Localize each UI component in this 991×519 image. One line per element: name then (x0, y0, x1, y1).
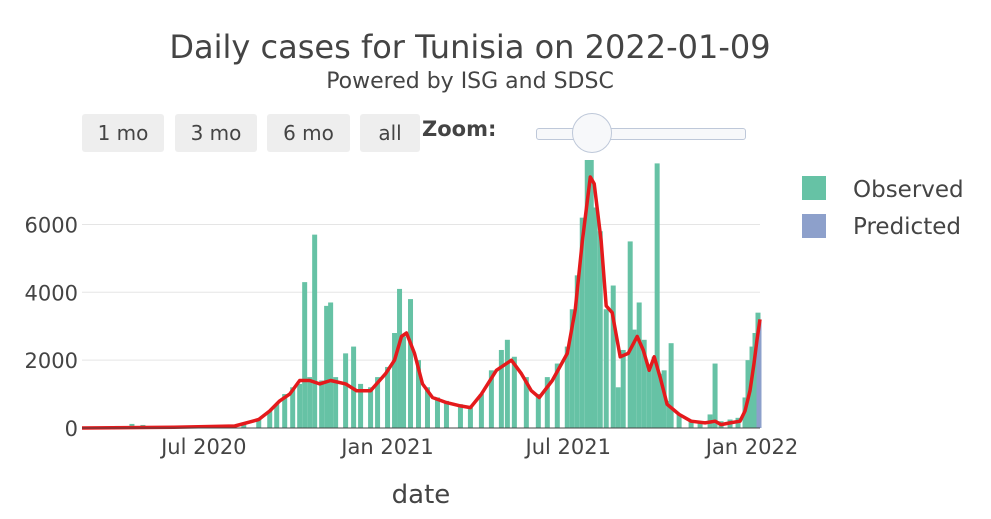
observed-bar[interactable] (358, 383, 364, 428)
observed-bar[interactable] (282, 394, 288, 428)
predicted-bar[interactable] (758, 319, 762, 428)
legend-swatch-predicted[interactable] (802, 214, 826, 238)
observed-bar[interactable] (297, 383, 303, 428)
observed-bar[interactable] (651, 356, 657, 428)
observed-bar[interactable] (457, 404, 463, 428)
observed-bar[interactable] (615, 387, 621, 428)
range-button-3-months[interactable]: 3 mo (175, 114, 257, 152)
chart-title: Daily cases for Tunisia on 2022-01-09 (169, 28, 770, 66)
range-button-1-month[interactable]: 1 mo (82, 114, 164, 152)
observed-bar[interactable] (274, 404, 280, 428)
observed-bar[interactable] (627, 241, 633, 428)
observed-bar[interactable] (646, 366, 652, 428)
observed-bar[interactable] (588, 160, 594, 428)
observed-bar[interactable] (343, 353, 349, 428)
observed-bar[interactable] (488, 370, 494, 428)
observed-bar[interactable] (668, 343, 674, 428)
observed-bar[interactable] (478, 394, 484, 428)
zoom-label: Zoom: (422, 117, 497, 141)
observed-bar[interactable] (267, 411, 273, 428)
observed-bar[interactable] (312, 234, 318, 428)
observed-bar[interactable] (467, 407, 473, 428)
observed-bar[interactable] (302, 282, 308, 428)
observed-bar[interactable] (328, 302, 334, 428)
observed-bar[interactable] (443, 400, 449, 428)
observed-bar[interactable] (569, 309, 575, 428)
observed-bar[interactable] (333, 377, 339, 428)
observed-bar[interactable] (631, 329, 637, 428)
observed-bar[interactable] (241, 422, 247, 428)
observed-bar[interactable] (620, 349, 626, 428)
observed-bar[interactable] (584, 160, 590, 428)
legend-label-observed[interactable]: Observed (853, 177, 964, 203)
observed-bar[interactable] (434, 397, 440, 428)
observed-bar[interactable] (688, 421, 694, 428)
observed-bar[interactable] (579, 217, 585, 428)
legend[interactable]: Observed Predicted (802, 176, 964, 240)
observed-bar[interactable] (397, 288, 403, 428)
observed-bar[interactable] (657, 373, 663, 428)
observed-bar[interactable] (697, 422, 703, 428)
observed-bar[interactable] (544, 377, 550, 428)
y-tick-label: 6000 (25, 213, 78, 237)
observed-bar[interactable] (416, 360, 422, 428)
observed-bar[interactable] (307, 377, 313, 428)
range-button-6-months[interactable]: 6 mo (267, 114, 350, 152)
chart-subtitle: Powered by ISG and SDSC (326, 69, 614, 94)
observed-bar[interactable] (641, 339, 647, 428)
observed-bar[interactable] (610, 285, 616, 428)
observed-bar[interactable] (498, 349, 504, 428)
x-tick-label: Jan 2022 (704, 435, 799, 459)
observed-bar[interactable] (597, 231, 603, 428)
x-axis-label: date (392, 480, 451, 510)
observed-bar[interactable] (319, 380, 325, 428)
zoom-slider-track[interactable] (536, 128, 746, 140)
observed-bar[interactable] (752, 333, 758, 428)
observed-bar[interactable] (676, 414, 682, 428)
line-layer (81, 175, 762, 430)
y-tick-label: 4000 (25, 281, 78, 305)
trend-line[interactable] (81, 175, 762, 430)
observed-bar[interactable] (564, 346, 570, 428)
observed-bar[interactable] (603, 309, 609, 428)
x-tick-label: Jul 2020 (159, 435, 246, 459)
zoom-slider-handle[interactable] (572, 113, 612, 153)
observed-bar[interactable] (535, 394, 541, 428)
x-tick-label: Jul 2021 (524, 435, 611, 459)
observed-bar[interactable] (712, 363, 718, 428)
observed-bar[interactable] (574, 275, 580, 428)
range-button-all[interactable]: all (360, 114, 420, 152)
observed-bar[interactable] (636, 302, 642, 428)
observed-bar[interactable] (290, 387, 296, 428)
observed-bar[interactable] (385, 366, 391, 428)
observed-bar[interactable] (424, 387, 430, 428)
observed-bar[interactable] (324, 305, 330, 428)
y-tick-label: 2000 (25, 349, 78, 373)
observed-bar[interactable] (504, 339, 510, 428)
observed-bar[interactable] (368, 387, 374, 428)
observed-bar[interactable] (511, 356, 517, 428)
observed-bar[interactable] (554, 363, 560, 428)
legend-label-predicted[interactable]: Predicted (853, 214, 961, 240)
observed-bar[interactable] (375, 377, 381, 428)
observed-bar[interactable] (256, 419, 262, 428)
observed-bar[interactable] (523, 377, 529, 428)
observed-bar[interactable] (592, 207, 598, 428)
x-tick-label: Jan 2021 (339, 435, 434, 459)
observed-bar[interactable] (654, 163, 660, 429)
axis-layer: 0 2000 4000 6000 Jul 2020 Jan 2021 Jul 2021 Jan… (25, 213, 799, 459)
legend-swatch-observed[interactable] (802, 176, 826, 200)
observed-bar[interactable] (401, 336, 407, 428)
y-tick-label: 0 (65, 417, 78, 441)
observed-bar[interactable] (392, 333, 398, 428)
bar-layer (98, 160, 762, 429)
observed-bar[interactable] (408, 299, 414, 428)
